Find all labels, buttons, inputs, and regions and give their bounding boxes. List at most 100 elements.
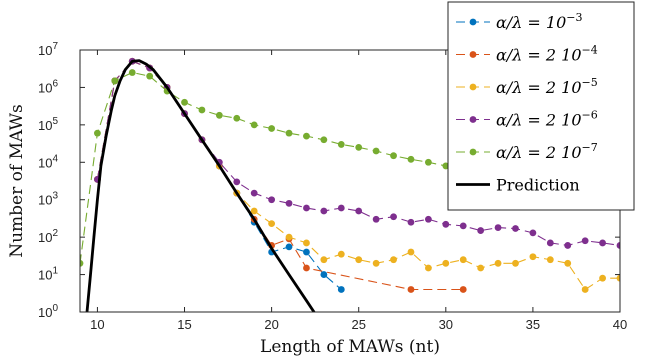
data-point	[355, 256, 363, 264]
data-point	[616, 274, 620, 282]
series-2	[94, 57, 467, 293]
data-point	[250, 207, 258, 215]
data-point	[546, 256, 554, 264]
data-point	[564, 259, 572, 267]
data-point	[320, 207, 328, 215]
data-point	[512, 259, 519, 267]
legend-label-text: α/λ = 2 10	[496, 46, 582, 65]
data-point	[355, 207, 363, 215]
data-point	[546, 239, 554, 247]
legend-label: α/λ = 2 10−5	[496, 76, 598, 97]
y-tick-label: 103	[38, 191, 58, 208]
y-tick-label-base: 10	[38, 193, 52, 208]
legend-label-exponent: −6	[582, 109, 598, 122]
x-tick-label: 15	[177, 317, 191, 332]
data-point	[390, 152, 397, 160]
x-tick-label: 25	[351, 317, 365, 332]
y-tick-label-base: 10	[38, 80, 52, 95]
y-tick-label-exponent: 1	[52, 266, 58, 277]
data-point	[285, 233, 293, 241]
legend-label-exponent: −5	[582, 76, 598, 89]
legend-item-1: α/λ = 10−3	[456, 11, 583, 32]
data-point	[285, 129, 293, 137]
prediction-line	[85, 59, 316, 312]
data-point	[198, 106, 206, 114]
data-point	[215, 111, 223, 119]
y-tick-label: 106	[38, 78, 58, 95]
data-point	[303, 132, 310, 140]
x-axis-title: Length of MAWs (nt)	[260, 337, 440, 357]
legend-label-text: α/λ = 2 10	[496, 78, 582, 97]
data-point	[459, 256, 467, 264]
x-tick-label: 30	[439, 317, 453, 332]
y-tick-label-exponent: 7	[52, 41, 58, 52]
data-point	[268, 220, 276, 228]
legend-box	[447, 1, 635, 211]
legend-label-exponent: −4	[582, 44, 598, 57]
data-point	[407, 248, 415, 256]
y-tick-label: 102	[38, 228, 58, 245]
y-tick-label-exponent: 0	[52, 303, 58, 314]
data-point	[390, 256, 397, 264]
data-point	[407, 218, 415, 226]
data-point	[303, 204, 310, 212]
legend-swatch-marker	[469, 83, 477, 91]
data-point	[581, 237, 589, 245]
data-point	[477, 264, 485, 272]
legend-swatch-marker	[469, 51, 477, 58]
data-point	[442, 259, 450, 267]
data-point	[372, 215, 380, 223]
y-tick-label-base: 10	[38, 230, 52, 245]
data-point	[424, 215, 432, 223]
series-line	[96, 60, 464, 291]
legend-label-text: α/λ = 10	[496, 13, 566, 32]
y-tick-label-exponent: 3	[52, 191, 58, 202]
legend-item-2: α/λ = 2 10−4	[456, 44, 598, 65]
data-point	[285, 243, 293, 251]
data-point	[111, 77, 119, 85]
data-point	[80, 259, 84, 267]
x-tick-label: 35	[526, 317, 540, 332]
data-point	[320, 256, 328, 264]
data-point	[94, 129, 101, 137]
data-point	[459, 222, 467, 230]
y-tick-label: 104	[38, 153, 58, 170]
legend-label: α/λ = 10−3	[496, 11, 583, 32]
data-point	[337, 204, 345, 212]
data-point	[599, 239, 606, 247]
data-point	[181, 98, 188, 106]
data-point	[250, 121, 258, 129]
x-tick-label: 40	[613, 317, 627, 332]
data-point	[146, 72, 154, 80]
data-point	[477, 227, 485, 234]
data-point	[303, 264, 310, 272]
data-point	[581, 286, 589, 293]
data-point	[442, 220, 450, 228]
data-point	[390, 213, 397, 221]
legend-item-5: α/λ = 2 10−7	[456, 141, 598, 162]
y-tick-label-exponent: 4	[52, 153, 58, 164]
legend-label-text: α/λ = 2 10	[496, 111, 582, 130]
data-point	[372, 147, 380, 155]
data-point	[268, 125, 276, 132]
y-tick-label: 101	[38, 266, 58, 283]
series-line	[96, 60, 342, 290]
data-point	[494, 224, 502, 231]
y-tick-label-exponent: 6	[52, 78, 58, 89]
x-tick-label: 10	[90, 317, 104, 332]
data-point	[424, 264, 432, 272]
data-point	[303, 248, 310, 256]
data-point	[268, 196, 276, 204]
data-point	[529, 253, 537, 261]
legend-swatch-marker	[469, 148, 477, 156]
legend: α/λ = 10−3α/λ = 2 10−4α/λ = 2 10−5α/λ = …	[447, 1, 635, 211]
data-point	[303, 239, 310, 247]
data-point	[337, 286, 345, 293]
legend-label-text: Prediction	[496, 176, 580, 195]
legend-label: α/λ = 2 10−6	[496, 109, 598, 130]
y-tick-label: 100	[38, 303, 58, 320]
data-point	[233, 178, 241, 186]
data-point	[320, 271, 328, 278]
